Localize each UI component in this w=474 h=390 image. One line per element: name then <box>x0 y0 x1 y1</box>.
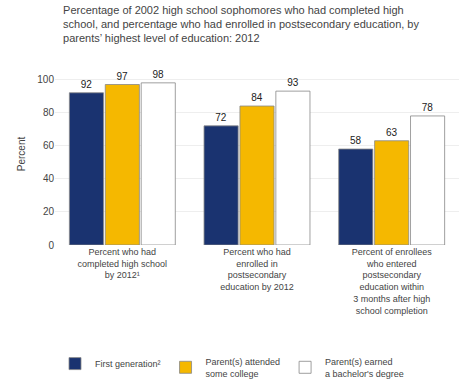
svg-text:60: 60 <box>43 140 55 151</box>
svg-text:Percent of enrolleeswho entere: Percent of enrolleeswho enteredpostsecon… <box>352 247 433 316</box>
svg-text:Percentage of 2002 high school: Percentage of 2002 high school sophomore… <box>63 4 419 45</box>
svg-text:0: 0 <box>48 240 54 251</box>
svg-text:Percent: Percent <box>16 137 27 172</box>
svg-text:98: 98 <box>152 69 164 80</box>
svg-text:78: 78 <box>422 102 434 113</box>
svg-text:93: 93 <box>287 77 299 88</box>
svg-text:100: 100 <box>37 74 54 85</box>
svg-text:20: 20 <box>43 206 55 217</box>
svg-text:63: 63 <box>386 127 398 138</box>
svg-text:72: 72 <box>215 112 227 123</box>
svg-text:97: 97 <box>117 71 129 82</box>
svg-text:Percent who hadenrolled inpost: Percent who hadenrolled inpostsecondarye… <box>220 247 294 292</box>
svg-text:58: 58 <box>350 135 362 146</box>
svg-text:84: 84 <box>251 92 263 103</box>
svg-text:Parent(s) earneda bachelor's d: Parent(s) earneda bachelor's degree <box>325 357 404 379</box>
svg-text:92: 92 <box>81 79 93 90</box>
svg-text:Parent(s) attendedsome college: Parent(s) attendedsome college <box>206 357 281 379</box>
svg-text:First generation²: First generation² <box>95 359 161 369</box>
svg-text:80: 80 <box>43 107 55 118</box>
svg-text:Percent who hadcompleted high: Percent who hadcompleted high schoolby 2… <box>78 247 168 280</box>
svg-text:40: 40 <box>43 173 55 184</box>
